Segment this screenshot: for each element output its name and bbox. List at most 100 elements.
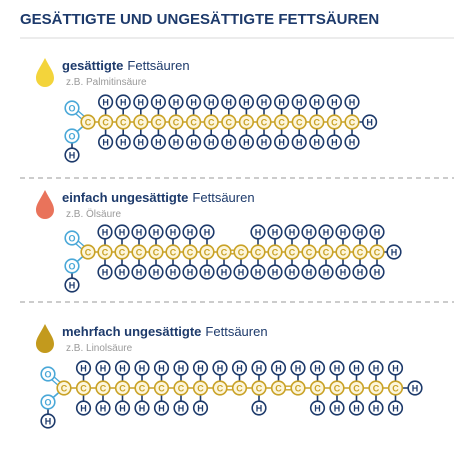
atom-label: C	[61, 384, 68, 394]
atom-C	[274, 114, 290, 130]
atom-label: H	[100, 404, 107, 414]
atom-label: H	[323, 268, 330, 278]
section-title-rest: Fettsäuren	[127, 58, 189, 73]
atom-label: C	[85, 248, 92, 258]
atom-label: H	[357, 228, 364, 238]
atom-H	[267, 264, 283, 280]
atom-label: H	[272, 228, 279, 238]
atom-label: C	[187, 248, 194, 258]
atom-label: C	[119, 248, 126, 258]
atom-H	[134, 400, 150, 416]
atom-H	[133, 134, 149, 150]
atom-H	[256, 134, 272, 150]
atom-H	[115, 134, 131, 150]
page-title: GESÄTTIGTE UND UNGESÄTTIGTE FETTSÄUREN	[20, 11, 379, 28]
atom-H	[97, 94, 114, 110]
atom-H	[407, 380, 423, 396]
atom-label: H	[275, 364, 282, 374]
atom-label: H	[120, 138, 127, 148]
atom-label: O	[68, 104, 75, 114]
atom-C	[368, 380, 384, 396]
atom-label: H	[217, 364, 224, 374]
atom-C	[290, 380, 306, 396]
atom-C	[369, 244, 385, 260]
atom-H	[270, 360, 287, 376]
atom-label: H	[119, 404, 126, 414]
atom-H	[115, 94, 131, 110]
atom-label: C	[119, 384, 126, 394]
atom-H	[309, 400, 326, 416]
atom-label: C	[204, 248, 211, 258]
atom-H	[133, 94, 149, 110]
atom-label: H	[155, 98, 162, 108]
atom-H	[284, 224, 300, 240]
atom-C	[131, 244, 147, 260]
atom-C	[134, 380, 150, 396]
atom-label: H	[256, 404, 263, 414]
atom-label: H	[296, 98, 303, 108]
atom-label: H	[204, 228, 211, 238]
atom-C	[114, 244, 130, 260]
atom-H	[369, 264, 385, 280]
atom-H	[274, 94, 290, 110]
atom-C	[203, 114, 219, 130]
atom-H	[173, 360, 189, 376]
atom-H	[165, 224, 181, 240]
atom-H	[318, 224, 334, 240]
atom-label: H	[45, 417, 52, 427]
atom-label: H	[69, 281, 76, 291]
atom-C	[212, 380, 228, 396]
atom-label: H	[190, 98, 197, 108]
atom-H	[186, 134, 202, 150]
atom-label: H	[314, 138, 321, 148]
atom-C	[270, 380, 287, 396]
atom-label: H	[374, 268, 381, 278]
atom-H	[134, 360, 150, 376]
atom-H	[335, 224, 351, 240]
atom-C	[309, 114, 325, 130]
atom-O	[64, 258, 80, 274]
atom-C	[348, 380, 365, 396]
atom-label: H	[139, 404, 146, 414]
atom-label: C	[217, 384, 224, 394]
atom-label: H	[100, 364, 107, 374]
section-title: gesättigte Fettsäuren	[62, 58, 190, 73]
atom-C	[186, 114, 202, 130]
atom-label: H	[208, 138, 215, 148]
atom-H	[153, 360, 170, 376]
atom-label: C	[236, 384, 243, 394]
atom-H	[238, 134, 254, 150]
atom-H	[301, 224, 317, 240]
atom-H	[250, 224, 266, 240]
atom-H	[221, 134, 237, 150]
atom-H	[309, 134, 325, 150]
atom-H	[114, 224, 130, 240]
atom-H	[344, 94, 360, 110]
atom-C	[56, 380, 72, 396]
atom-label: H	[187, 268, 194, 278]
atom-label: H	[102, 138, 109, 148]
atom-label: H	[170, 228, 177, 238]
atom-H	[290, 360, 306, 376]
atom-C	[387, 380, 404, 396]
atom-C	[75, 380, 92, 396]
atom-label: C	[306, 248, 313, 258]
atom-H	[221, 94, 237, 110]
atom-label: H	[138, 98, 145, 108]
atom-C	[233, 244, 249, 260]
atom-H	[348, 360, 365, 376]
atom-label: C	[153, 248, 160, 258]
atom-H	[40, 413, 56, 429]
atom-label: H	[178, 364, 185, 374]
atom-label: H	[158, 404, 165, 414]
atom-H	[75, 360, 92, 376]
atom-C	[97, 114, 114, 130]
atom-label: C	[221, 248, 228, 258]
atom-label: H	[158, 364, 165, 374]
atom-label: H	[155, 138, 162, 148]
atom-H	[95, 360, 111, 376]
atom-H	[250, 264, 266, 280]
atom-label: H	[119, 364, 126, 374]
atom-label: C	[238, 248, 245, 258]
atom-label: H	[197, 364, 204, 374]
